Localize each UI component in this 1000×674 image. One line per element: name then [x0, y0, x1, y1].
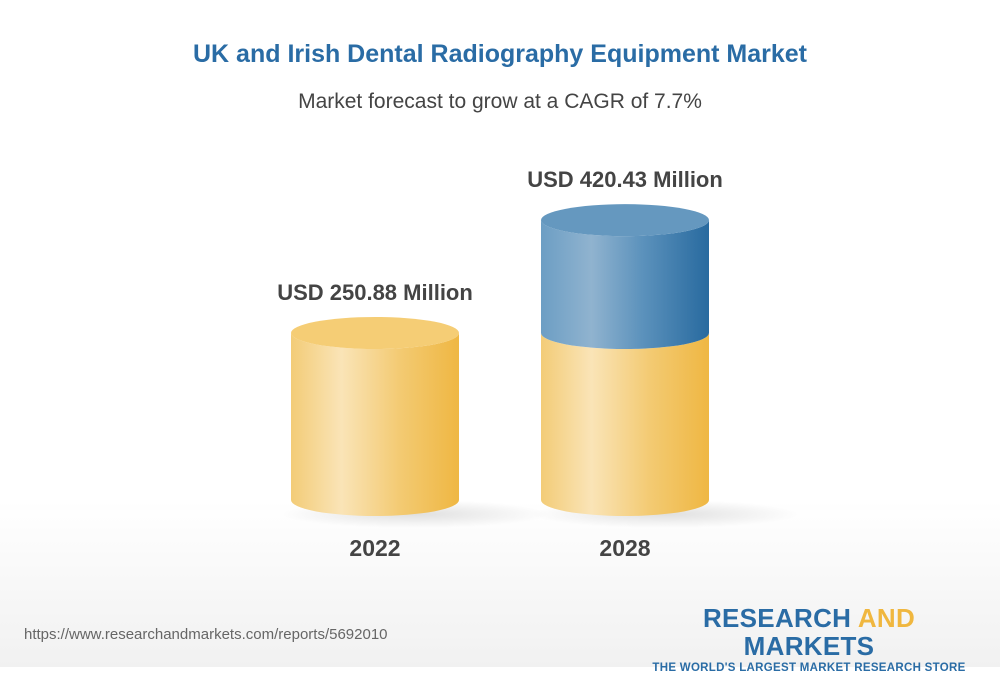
research-and-markets-logo: RESEARCH AND MARKETS THE WORLD'S LARGEST…: [641, 604, 977, 674]
logo-tagline: THE WORLD'S LARGEST MARKET RESEARCH STOR…: [652, 662, 966, 674]
data-label-2028: USD 420.43 Million: [527, 167, 723, 192]
bar-base-2028: [541, 333, 709, 516]
logo-text-and: AND: [857, 603, 916, 633]
bar-top-2028: [541, 204, 709, 237]
chart-subtitle: Market forecast to grow at a CAGR of 7.7…: [298, 90, 702, 113]
bar-base-2022: [291, 333, 459, 516]
logo-text-markets: MARKETS: [743, 631, 875, 661]
x-tick-label-2022: 2022: [349, 535, 400, 561]
data-label-2022: USD 250.88 Million: [277, 280, 473, 305]
source-url[interactable]: https://www.researchandmarkets.com/repor…: [24, 626, 388, 643]
x-tick-label-2028: 2028: [599, 535, 650, 561]
logo-text-research: RESEARCH: [702, 603, 858, 633]
chart-title: UK and Irish Dental Radiography Equipmen…: [193, 40, 807, 68]
bar-growth-2028: [541, 220, 709, 349]
bar-top-2022: [291, 317, 459, 349]
